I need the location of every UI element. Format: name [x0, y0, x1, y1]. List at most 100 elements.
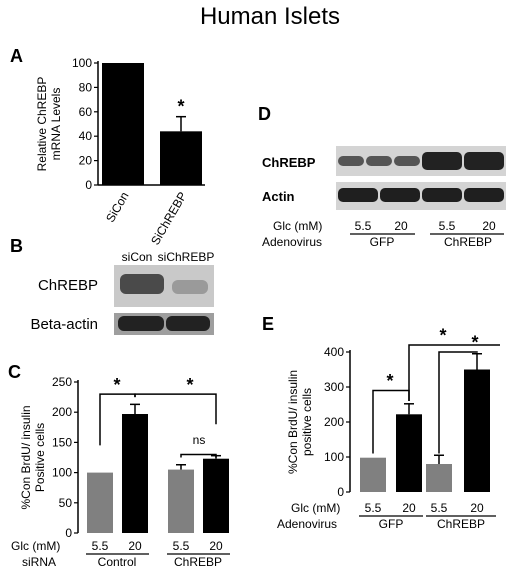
panel-a-y-axis-label: mRNA Levels: [49, 88, 63, 161]
panel-a-bar: [160, 131, 202, 185]
panel-c-bracket: [180, 453, 217, 458]
panel-d-band: [380, 188, 420, 202]
panel-d-row2-label: Adenovirus: [262, 235, 322, 249]
panel-b-band: [166, 316, 210, 331]
panel-d-band: [464, 152, 504, 170]
panel-c-y-tick-label: 0: [65, 526, 72, 540]
panel-c-row1-label: Glc (mM): [11, 539, 60, 553]
panel-c-bracket: [134, 393, 217, 425]
panel-c-group-label: Control: [98, 555, 137, 569]
panel-a-y-tick-label: 20: [79, 154, 93, 168]
panel-b-band: [120, 274, 164, 294]
panel-b-blot: siCon siChREBP ChREBP Beta-actin: [30, 250, 214, 335]
panel-b-band: [172, 280, 208, 294]
panel-b-band: [118, 316, 164, 331]
figure-title: Human Islets: [200, 3, 340, 30]
panel-d-band: [394, 156, 420, 166]
panel-a-y-tick-label: 80: [79, 80, 93, 94]
panel-letter-c: C: [8, 362, 21, 382]
panel-e-x-tick-label: 20: [402, 501, 416, 515]
panel-e-y-axis-label: %Con BrdU/ insulin: [286, 370, 300, 474]
panel-d-row-label: Actin: [262, 189, 295, 204]
panel-c-x-tick-label: 5.5: [92, 539, 109, 553]
panel-e-bar: [396, 414, 422, 492]
panel-e-y-axis-label: positive cells: [300, 388, 314, 456]
panel-d-group-label: ChREBP: [444, 235, 492, 249]
panel-c-bar: [203, 458, 229, 533]
panel-e-y-tick-label: 300: [324, 380, 344, 394]
panel-e-star: *: [439, 326, 446, 346]
panel-letter-b: B: [10, 236, 23, 256]
panel-d-band: [422, 188, 462, 202]
panel-c-star: *: [186, 375, 193, 395]
panel-d-band: [422, 152, 462, 170]
panel-c-x-tick-label: 5.5: [173, 539, 190, 553]
panel-a-x-tick-label: SiChREBP: [148, 190, 189, 248]
panel-e-star: *: [471, 333, 478, 353]
panel-d-band: [366, 156, 392, 166]
panel-b-row-label: ChREBP: [38, 277, 98, 294]
panel-c-star: *: [113, 375, 120, 395]
panel-a-significance-star: *: [177, 97, 184, 117]
panel-letter-d: D: [258, 104, 271, 124]
panel-letter-e: E: [262, 314, 274, 334]
panel-e-y-tick-label: 400: [324, 345, 344, 359]
panel-a-y-tick-label: 100: [72, 56, 92, 70]
panel-a-y-tick-label: 40: [79, 129, 93, 143]
panel-d-lane-label: 5.5: [439, 219, 456, 233]
panel-a-x-tick-label: SiCon: [103, 190, 131, 225]
panel-letter-a: A: [10, 46, 23, 66]
panel-e-bar: [464, 369, 490, 492]
panel-a-y-tick-label: 0: [85, 178, 92, 192]
panel-c-y-tick-label: 50: [59, 496, 73, 510]
panel-a-y-axis-label: Relative ChREBP: [35, 77, 49, 172]
panel-e-y-tick-label: 0: [337, 485, 344, 499]
panel-b-lane-label: siChREBP: [158, 250, 215, 264]
panel-c-bar: [168, 469, 194, 533]
panel-d-band: [338, 156, 364, 166]
panel-d-lane-label: 5.5: [355, 219, 372, 233]
panel-d-band: [338, 188, 378, 202]
panel-c-y-tick-label: 250: [52, 375, 72, 389]
panel-e-row1-label: Glc (mM): [291, 501, 340, 515]
panel-c-ns-label: ns: [193, 433, 206, 447]
panel-e-bracket: [408, 344, 500, 401]
panel-e-x-tick-label: 5.5: [365, 501, 382, 515]
panel-c-x-tick-label: 20: [209, 539, 223, 553]
panel-c-row2-label: siRNA: [22, 555, 56, 569]
panel-d-blot: ChREBP Actin Glc (mM) 5.5 20 5.5 20 Adenovirus G…: [262, 146, 506, 249]
panel-e-x-tick-label: 20: [470, 501, 484, 515]
panel-e-star: *: [386, 371, 393, 391]
panel-d-lane-label: 20: [394, 219, 408, 233]
panel-b-lane-label: siCon: [122, 250, 153, 264]
panel-e-bar: [360, 457, 386, 492]
panel-c-bar: [122, 414, 148, 533]
panel-c-group-label: ChREBP: [174, 555, 222, 569]
panel-e-bracket: [438, 351, 478, 454]
panel-c-y-axis-label: Positive cells: [33, 423, 47, 492]
panel-c-y-axis-label: %Con BrdU/ insulin: [19, 405, 33, 509]
panel-a-y-tick-label: 60: [79, 105, 93, 119]
panel-e-x-tick-label: 5.5: [431, 501, 448, 515]
panel-c-bar: [87, 472, 113, 533]
panel-a-chart: 0 20 40 60 80 100 Relative ChREBP mRNA Levels Si…: [35, 56, 205, 247]
panel-d-group-label: GFP: [370, 235, 395, 249]
panel-c-x-tick-label: 20: [128, 539, 142, 553]
panel-e-y-tick-label: 100: [324, 450, 344, 464]
panel-c-y-tick-label: 150: [52, 435, 72, 449]
panel-e-bar: [426, 464, 452, 492]
panel-d-lane-label: 20: [482, 219, 496, 233]
panel-c-y-tick-label: 100: [52, 466, 72, 480]
panel-a-bar: [102, 63, 144, 185]
panel-e-row2-label: Adenovirus: [277, 517, 337, 531]
panel-e-chart: 0 100 200 300 400 %Con BrdU/ insulin positive …: [277, 326, 500, 531]
panel-e-y-tick-label: 200: [324, 415, 344, 429]
panel-c-y-tick-label: 200: [52, 405, 72, 419]
panel-d-row1-label: Glc (mM): [273, 219, 322, 233]
panel-c-chart: 0 50 100 150 200 250 %Con BrdU/ insulin Positiv…: [11, 375, 230, 569]
panel-b-row-label: Beta-actin: [30, 316, 98, 333]
panel-e-group-label: ChREBP: [437, 517, 485, 531]
panel-d-row-label: ChREBP: [262, 155, 316, 170]
panel-d-band: [464, 188, 504, 202]
